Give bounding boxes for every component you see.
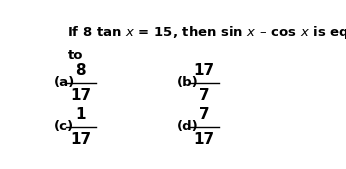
Text: 17: 17 [70, 132, 91, 147]
Text: 8: 8 [75, 63, 86, 78]
Text: (b): (b) [177, 76, 199, 89]
Text: If 8 tan $x$ = 15, then sin $x$ – cos $x$ is equal: If 8 tan $x$ = 15, then sin $x$ – cos $x… [67, 24, 346, 41]
Text: (c): (c) [54, 120, 74, 134]
Text: 17: 17 [193, 63, 215, 78]
Text: (a): (a) [54, 76, 75, 89]
Text: 1: 1 [75, 107, 86, 122]
Text: 17: 17 [70, 88, 91, 103]
Text: 17: 17 [193, 132, 215, 147]
Text: 7: 7 [199, 107, 209, 122]
Text: (d): (d) [177, 120, 199, 134]
Text: to: to [67, 49, 83, 62]
Text: 7: 7 [199, 88, 209, 103]
